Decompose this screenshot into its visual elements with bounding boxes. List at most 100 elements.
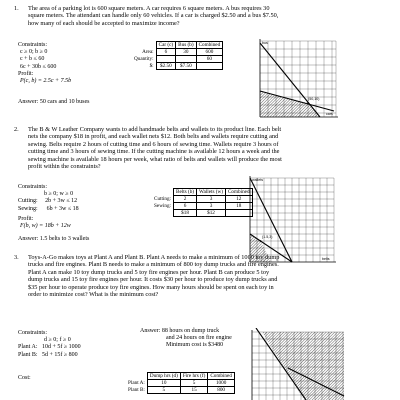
problem-1: 1. The area of a parking lot is 600 squa… [14, 5, 394, 123]
table-cell: 3 [196, 195, 226, 203]
table-row-label: Sewing: [154, 203, 172, 209]
table-cell: 10 [146, 379, 181, 387]
table-cell: $18 [173, 209, 198, 217]
table-cell: $12 [196, 209, 226, 217]
constraints-label: Constraints: [18, 42, 48, 48]
profit-label: Profit: [18, 70, 34, 77]
problem-text-line: The B & W Leather Company wants to add h… [28, 126, 282, 133]
constraints-block: Constraints: d ≥ 0; f ≥ 0 Plant A: 10d +… [18, 330, 81, 382]
constraints-block: Constraints: c ≥ 0; b ≥ 0 c + b ≤ 60 6c … [18, 42, 89, 106]
profit-label: Profit: [18, 215, 34, 222]
table-cell: 15 [179, 386, 209, 394]
problem-text-line: dump trucks and 15 toy fire engines per … [28, 276, 278, 284]
problem-number: 3. [14, 254, 19, 261]
optimal-point-label: (1.5,3) [262, 235, 272, 239]
constraints-label: Constraints: [18, 184, 48, 190]
feasible-region [262, 332, 344, 400]
feasible-region-graph: bus cars (50,10) [259, 39, 338, 118]
table-cell: 800 [207, 386, 235, 394]
optimal-point [307, 102, 309, 104]
table-header [132, 42, 156, 49]
constraint: d ≥ 0; f ≥ 0 [44, 337, 71, 344]
graph-grid [250, 177, 335, 262]
problem-text-line: profit within the constraints? [28, 163, 101, 171]
table-row-label: Quantity: [134, 56, 154, 62]
constraint: Cutting: 2b + 3w ≤ 12 [18, 198, 78, 205]
table-row-label: Plant A: [128, 380, 145, 386]
table-cell: $2.50 [155, 62, 177, 70]
constraint: b ≥ 0; w ≥ 0 [44, 191, 74, 198]
table-cell [175, 55, 197, 63]
constraint-line [259, 90, 335, 112]
constraint-line [255, 328, 307, 400]
problem-number: 1. [14, 5, 19, 12]
answer-line: Minimum cost is $3480 [166, 342, 224, 349]
table-cell: 60 [195, 55, 224, 63]
table-cell: 6 [173, 202, 198, 210]
table-cell: 1000 [207, 379, 235, 387]
problem-number: 2. [14, 126, 19, 133]
problem-text-line: Toys-A-Go makes toys at Plant A and Plan… [28, 254, 280, 261]
table-cell: 6 [155, 48, 177, 56]
data-table: Car (c) Bus (b) Combined Area: 6 30 600 … [132, 41, 224, 70]
constraint: Plant B: 5d + 15f ≥ 800 [18, 351, 78, 358]
problem-text: The area of a parking lot is 600 square … [28, 5, 388, 27]
answer-line: Answer: 88 hours on dump truck [140, 328, 220, 334]
problem-text-line: trucks and fire engines. Plant B needs t… [28, 261, 279, 269]
problem-text-line: cutting time and 3 hours of sewing time.… [28, 148, 280, 156]
profit-function: P(c, b) = 2.5c + 7.5b [20, 78, 72, 85]
table-header: Combined [207, 372, 235, 380]
problem-3: 3. Toys-A-Go makes toys at Plant A and P… [14, 254, 394, 400]
table-header: Fire hrs (f) [179, 372, 209, 380]
problem-text-line: Plant A can make 10 toy dump trucks and … [28, 268, 270, 276]
feasible-region-graph: wallets belts (1.5,3) [249, 176, 336, 263]
table-cell: 2 [173, 195, 198, 203]
problem-text-line: The area of a parking lot is 600 square … [28, 5, 270, 12]
problem-text: Toys-A-Go makes toys at Plant A and Plan… [28, 254, 388, 298]
table-header: Car (c) [155, 41, 177, 49]
problem-text-line: $35 per hour to operate produce toy fire… [28, 283, 274, 291]
constraints-label: Constraints: [18, 330, 48, 336]
table-cell: 5 [179, 379, 209, 387]
table-row-label [152, 210, 174, 217]
table-cell: 3 [196, 202, 226, 210]
cost-label: Cost: [18, 374, 31, 381]
table-header [126, 373, 147, 380]
answer: Answer: 50 cars and 10 buses [18, 99, 90, 106]
table-row-label: $: [149, 63, 154, 69]
table-cell: 600 [195, 48, 224, 56]
constraints-block: Constraints: b ≥ 0; w ≥ 0 Cutting: 2b + … [18, 184, 89, 243]
constraint: c + b ≤ 60 [20, 56, 45, 63]
table-header: Bus (b) [175, 41, 197, 49]
answer-block: Answer: 88 hours on dump truck and 24 ho… [140, 328, 232, 350]
table-header: Wallets (w) [196, 188, 226, 196]
table-header [152, 189, 174, 196]
problem-text-line: order to minimize cost? What is the mini… [28, 291, 159, 299]
table-header: Combined [195, 41, 224, 49]
table-row-label: Plant B: [128, 387, 145, 393]
table-cell: 5 [146, 386, 181, 394]
problem-text-line: sewing. Belts require 2 hours of cutting… [28, 140, 279, 148]
x-axis-label: belts [322, 257, 330, 261]
problem-text-line: nets the company $18 in profit, and each… [28, 133, 279, 141]
answer-line: and 24 hours on fire engine [166, 335, 232, 342]
constraint: Sewing: 6b + 3w ≤ 18 [18, 205, 79, 212]
table-header: Belts (b) [173, 188, 198, 196]
x-axis-label: cars [326, 112, 333, 116]
table-cell: 30 [175, 48, 197, 56]
constraint: 6c + 30b ≤ 600 [20, 63, 57, 70]
constraint-line [249, 177, 293, 263]
data-table: Dump hrs (d) Fire hrs (f) Combined Plant… [126, 372, 235, 394]
answer: Answer: 1.5 belts to 3 wallets [18, 236, 90, 243]
constraint-line [287, 367, 345, 397]
table-cell [155, 55, 177, 63]
constraint: c ≥ 0; b ≥ 0 [20, 49, 48, 56]
profit-function: F(b, w) = 18b + 12w [20, 223, 71, 230]
data-table: Belts (b) Wallets (w) Combined Cutting: … [152, 188, 253, 217]
constraint-line [249, 233, 293, 263]
optimal-point [259, 240, 262, 242]
feasible-region-graph [251, 328, 345, 400]
feasible-region [250, 234, 271, 262]
problem-text-line: square meters. The attendant can handle … [28, 12, 279, 20]
